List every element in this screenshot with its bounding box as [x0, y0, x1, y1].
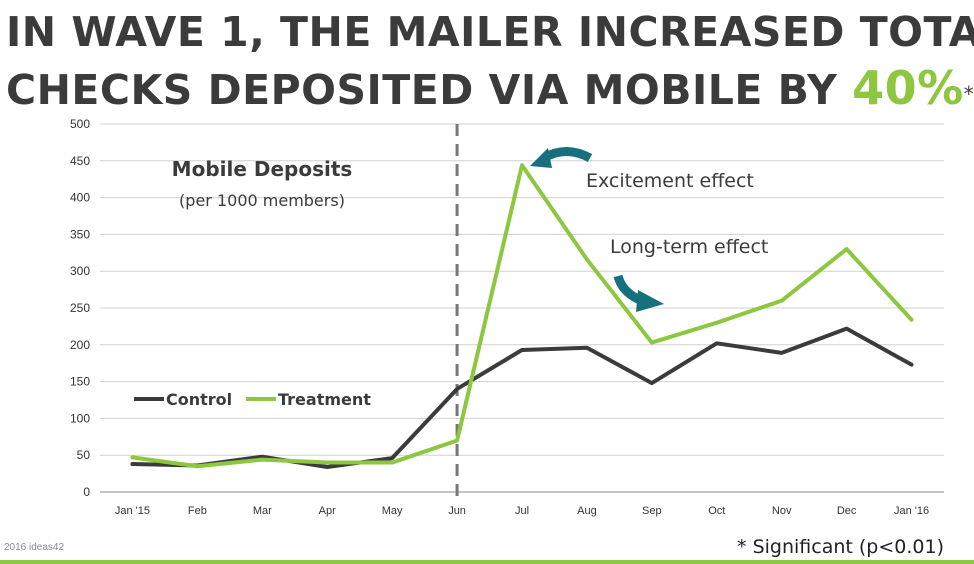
y-tick-label-100: 100	[70, 411, 90, 425]
y-tick-label-200: 200	[70, 338, 90, 352]
data-point-treatment-5	[456, 439, 458, 441]
y-tick-label-0: 0	[83, 485, 90, 499]
y-tick-label-500: 500	[70, 117, 90, 131]
x-tick-label-6: Jul	[515, 505, 529, 517]
data-point-control-12	[911, 364, 913, 366]
data-point-control-11	[846, 328, 848, 330]
x-tick-label-4: May	[382, 505, 403, 517]
data-point-treatment-4	[391, 462, 393, 464]
data-point-treatment-1	[196, 465, 198, 467]
x-tick-label-5: Jun	[448, 505, 466, 517]
data-point-control-7	[586, 347, 588, 349]
data-point-control-0	[131, 463, 133, 465]
title-line-2: CHECKS DEPOSITED VIA MOBILE BY 40%*	[6, 60, 974, 118]
x-tick-label-9: Oct	[708, 505, 725, 517]
y-tick-label-300: 300	[70, 264, 90, 278]
y-tick-label-450: 450	[70, 154, 90, 168]
excitement-arrow-body	[541, 147, 593, 163]
long-term-arrow-head	[636, 290, 664, 312]
data-point-treatment-2	[261, 459, 263, 461]
data-point-treatment-11	[846, 248, 848, 250]
x-tick-label-3: Apr	[319, 505, 336, 517]
x-tick-label-10: Nov	[772, 505, 792, 517]
legend-label-treatment: Treatment	[278, 390, 371, 409]
x-tick-label-8: Sep	[642, 505, 662, 517]
title-line-2-text: CHECKS DEPOSITED VIA MOBILE BY	[6, 66, 853, 114]
chart-title: Mobile Deposits	[172, 157, 353, 181]
slide-title: IN WAVE 1, THE MAILER INCREASED TOTAL CH…	[6, 4, 974, 118]
bottom-accent-bar	[0, 560, 974, 564]
annotation-excitement-effect: Excitement effect	[586, 170, 754, 192]
y-tick-label-350: 350	[70, 227, 90, 241]
chart-subtitle: (per 1000 members)	[179, 191, 345, 210]
data-point-control-8	[651, 382, 653, 384]
series-line-treatment	[130, 163, 914, 469]
data-point-treatment-8	[651, 342, 653, 344]
annotation-long-term-effect: Long-term effect	[610, 236, 768, 258]
copyright-text: 2016 ideas42	[4, 542, 65, 553]
title-highlight: 40%	[852, 61, 964, 115]
data-point-treatment-12	[911, 319, 913, 321]
data-point-treatment-7	[586, 258, 588, 260]
excitement-arrow-head	[530, 148, 552, 168]
data-point-control-9	[716, 342, 718, 344]
x-tick-label-2: Mar	[253, 505, 272, 517]
y-tick-label-250: 250	[70, 301, 90, 315]
y-tick-label-50: 50	[77, 448, 91, 462]
x-tick-label-11: Dec	[837, 505, 857, 517]
data-point-treatment-3	[326, 462, 328, 464]
data-point-treatment-0	[131, 456, 133, 458]
data-point-control-6	[521, 349, 523, 351]
significance-marker: *	[963, 82, 974, 106]
y-tick-label-400: 400	[70, 191, 90, 205]
data-point-treatment-6	[521, 164, 523, 166]
title-line-1: IN WAVE 1, THE MAILER INCREASED TOTAL	[6, 8, 974, 56]
x-tick-label-0: Jan '15	[115, 505, 150, 517]
x-tick-label-12: Jan '16	[894, 505, 929, 517]
x-tick-label-7: Aug	[577, 505, 597, 517]
long-term-arrow-body	[613, 274, 642, 305]
data-point-treatment-10	[781, 300, 783, 302]
legend-label-control: Control	[166, 390, 232, 409]
data-point-control-4	[391, 457, 393, 459]
data-point-control-5	[456, 388, 458, 390]
data-point-control-10	[781, 352, 783, 354]
x-tick-label-1: Feb	[188, 505, 207, 517]
y-tick-label-150: 150	[70, 375, 90, 389]
data-point-control-3	[326, 466, 328, 468]
significance-note: * Significant (p<0.01)	[737, 536, 944, 558]
data-point-control-2	[261, 456, 263, 458]
data-point-treatment-9	[716, 322, 718, 324]
